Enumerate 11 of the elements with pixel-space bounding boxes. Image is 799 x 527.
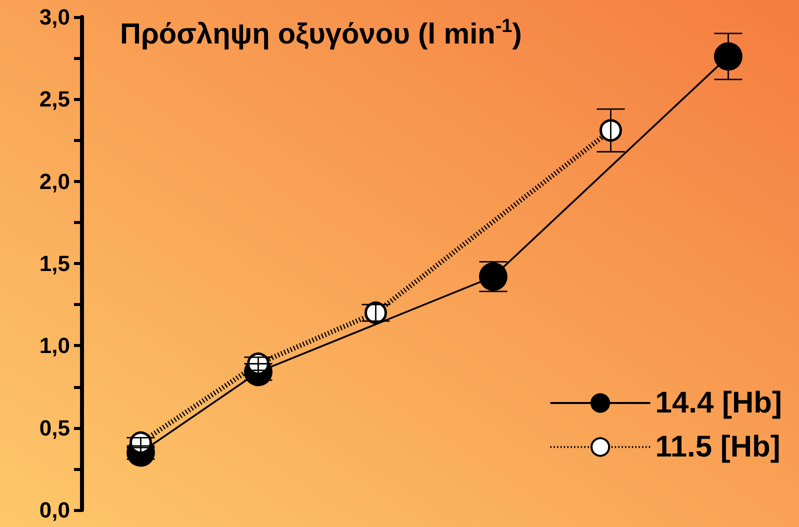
y-tick-label: 1,0	[39, 333, 70, 358]
y-tick-label: 3,0	[39, 4, 70, 30]
legend-label: 14.4 [Hb]	[655, 386, 782, 420]
y-tick-label: 2,5	[39, 86, 70, 112]
legend-label: 11.5 [Hb]	[655, 430, 780, 464]
point	[714, 42, 742, 71]
y-tick-label: 1,5	[39, 251, 70, 276]
y-tick-label: 2,0	[39, 168, 70, 194]
y-tick-label: 0,0	[39, 498, 70, 522]
point	[600, 119, 622, 142]
y-tick-label: 0,5	[39, 415, 70, 440]
